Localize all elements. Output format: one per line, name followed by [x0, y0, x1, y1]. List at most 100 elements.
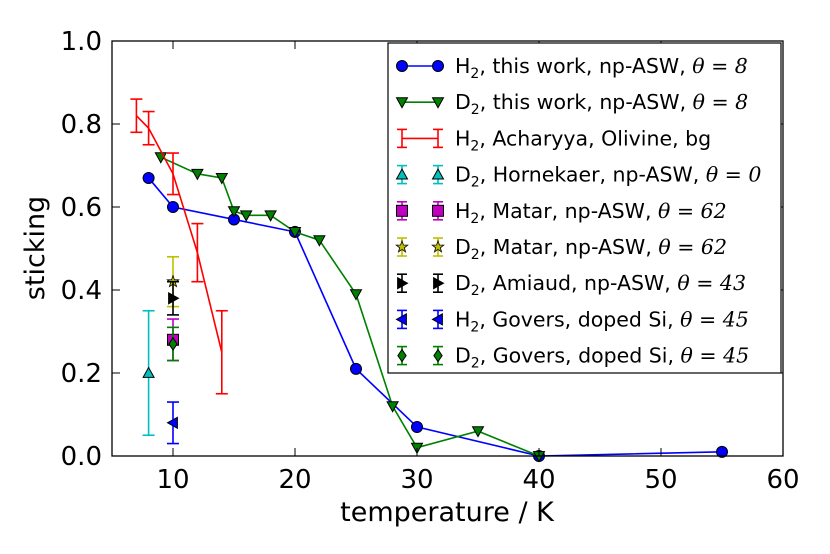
legend-theta: θ = 62	[658, 235, 727, 259]
legend-species: H	[455, 199, 470, 223]
legend-description: , Acharyya, Olivine, bg	[479, 126, 711, 150]
legend-marker	[395, 313, 407, 326]
y-axis-label: sticking	[20, 196, 51, 300]
legend-marker	[397, 348, 407, 363]
y-tick-label: 1.0	[61, 27, 102, 57]
legend-theta: θ = 45	[680, 307, 749, 331]
legend-subscript: 2	[470, 319, 479, 335]
legend-label: D2, Matar, np-ASW, θ = 62	[455, 235, 727, 263]
data-point	[716, 445, 728, 458]
y-tick-label: 0.2	[61, 359, 102, 389]
data-point	[349, 289, 363, 301]
data-point	[215, 173, 229, 185]
legend-species: D	[455, 235, 471, 259]
legend-description: , Govers, doped Si,	[480, 344, 681, 368]
legend-subscript: 2	[471, 283, 480, 299]
legend-theta: θ = 62	[658, 199, 727, 223]
legend-subscript: 2	[471, 175, 480, 191]
legend-marker	[395, 168, 409, 180]
x-tick-label: 50	[644, 465, 677, 495]
x-tick-label: 10	[156, 465, 189, 495]
data-point	[227, 206, 241, 218]
x-axis-label: temperature / K	[340, 497, 555, 528]
legend-subscript: 2	[470, 138, 479, 154]
legend-label: H2, Matar, np-ASW, θ = 62	[455, 199, 727, 227]
data-point	[191, 168, 204, 181]
legend-marker	[431, 168, 445, 180]
legend-marker	[432, 60, 444, 72]
series-1	[142, 171, 728, 462]
legend-entry-9: D2, Govers, doped Si, θ = 45	[397, 344, 749, 372]
data-point	[167, 201, 179, 213]
legend-marker	[397, 276, 409, 290]
x-tick-label: 40	[522, 465, 555, 495]
data-point	[168, 337, 178, 351]
legend-marker	[432, 204, 444, 217]
legend-subscript: 2	[471, 247, 480, 263]
legend-species: D	[455, 344, 471, 368]
data-point	[264, 210, 277, 222]
legend-species: H	[455, 54, 470, 78]
data-point	[239, 210, 253, 222]
y-tick-label: 0.0	[61, 442, 102, 472]
legend-marker	[396, 60, 408, 72]
y-tick-label: 0.8	[61, 110, 102, 140]
legend-label: H2, Acharyya, Olivine, bg	[455, 126, 711, 154]
legend-entry-6: D2, Matar, np-ASW, θ = 62	[395, 235, 727, 263]
legend-theta: θ = 45	[681, 344, 750, 368]
data-point	[166, 416, 178, 430]
data-point	[142, 366, 155, 378]
legend-description: , this work, np-ASW,	[480, 90, 693, 114]
data-point	[411, 420, 423, 433]
legend-species: H	[455, 307, 470, 331]
legend-entry-1: H2, this work, np-ASW, θ = 8	[396, 54, 748, 82]
legend-label: D2, Amiaud, np-ASW, θ = 43	[455, 271, 746, 299]
axes: 10 20 30 40 50 60 0.0 0.2 0.4 0.6 0.8 1.0	[61, 27, 800, 495]
legend-theta: θ = 43	[677, 271, 746, 295]
legend-description: , Hornekaer, np-ASW,	[480, 163, 706, 187]
legend-species: D	[455, 163, 471, 187]
legend-label: D2, Govers, doped Si, θ = 45	[455, 344, 749, 372]
x-tick-label: 20	[278, 465, 311, 495]
legend-species: D	[455, 90, 471, 114]
legend: H2, this work, np-ASW, θ = 8D2, this wor…	[387, 42, 782, 374]
legend-theta: θ = 0	[706, 163, 762, 187]
data-point	[168, 291, 180, 305]
legend-entry-3: H2, Acharyya, Olivine, bg	[397, 126, 711, 154]
x-tick-label: 30	[400, 465, 433, 495]
legend-description: , Govers, doped Si,	[479, 307, 680, 331]
series-4	[142, 309, 155, 437]
series-9	[167, 326, 179, 362]
legend-species: D	[455, 271, 471, 295]
data-point	[288, 227, 302, 239]
legend-marker	[395, 97, 409, 109]
legend-entry-8: H2, Govers, doped Si, θ = 45	[395, 307, 749, 335]
y-tick-label: 0.4	[61, 276, 102, 306]
legend-marker	[431, 97, 445, 109]
legend-marker	[433, 276, 445, 290]
legend-subscript: 2	[470, 211, 479, 227]
legend-marker	[431, 239, 445, 253]
legend-marker	[433, 348, 443, 363]
data-point	[386, 401, 399, 413]
legend-label: H2, this work, np-ASW, θ = 8	[455, 54, 748, 82]
data-point	[142, 171, 155, 184]
legend-entry-5: H2, Matar, np-ASW, θ = 62	[396, 199, 727, 227]
data-point	[471, 426, 485, 438]
legend-theta: θ = 8	[692, 54, 748, 78]
legend-marker	[395, 239, 409, 253]
legend-theta: θ = 8	[693, 90, 749, 114]
legend-label: D2, Hornekaer, np-ASW, θ = 0	[455, 163, 761, 191]
legend-marker	[396, 204, 408, 217]
legend-description: , Matar, np-ASW,	[480, 235, 659, 259]
legend-marker	[431, 313, 443, 326]
plot-frame	[111, 40, 784, 457]
legend-label: H2, Govers, doped Si, θ = 45	[455, 307, 749, 335]
x-tick-label: 60	[766, 465, 799, 495]
y-tick-label: 0.6	[61, 193, 102, 223]
legend-label: D2, this work, np-ASW, θ = 8	[455, 90, 748, 118]
series-2	[154, 152, 546, 463]
series-8	[166, 401, 179, 445]
